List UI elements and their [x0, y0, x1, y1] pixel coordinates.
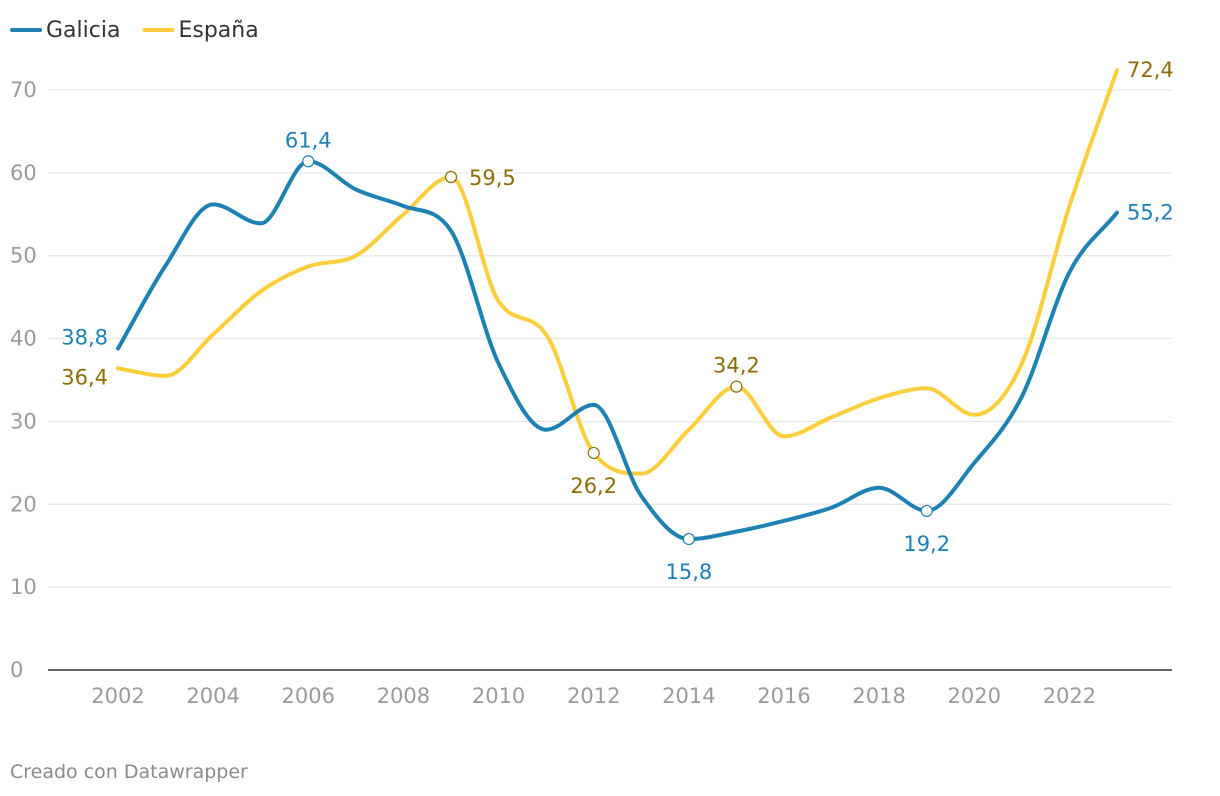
y-tick-label: 40	[10, 327, 37, 351]
data-label: 26,2	[570, 474, 617, 498]
data-label: 19,2	[903, 532, 950, 556]
point-marker	[302, 155, 315, 168]
y-tick-label: 20	[10, 492, 37, 516]
grid-lines	[48, 89, 1172, 671]
point-marker	[730, 380, 743, 393]
x-tick-label: 2006	[282, 684, 335, 708]
x-tick-label: 2018	[852, 684, 905, 708]
y-tick-label: 0	[10, 658, 23, 682]
y-tick-label: 60	[10, 161, 37, 185]
x-tick-label: 2022	[1043, 684, 1096, 708]
point-marker	[587, 446, 600, 460]
legend-label-1: Galicia	[46, 18, 120, 43]
data-label: 34,2	[713, 354, 760, 378]
series-line-espana	[116, 68, 1119, 476]
point-marker	[682, 532, 695, 546]
point-marker	[444, 170, 458, 184]
y-tick-label: 70	[10, 78, 37, 102]
data-label: 61,4	[285, 128, 332, 152]
legend-label-2: España	[178, 18, 258, 43]
data-label: 36,4	[61, 365, 108, 389]
y-tick-label: 30	[10, 409, 37, 433]
x-tick-label: 2014	[662, 684, 715, 708]
x-tick-label: 2012	[567, 684, 620, 708]
series-lines	[116, 68, 1119, 542]
y-axis: 0 10 20 30 40 50 60 70	[10, 78, 37, 682]
x-axis: 2002 2004 2006 2008 2010 2012 2014 2016 2018 2020…	[91, 684, 1096, 708]
point-marker	[920, 504, 933, 518]
series-line-galicia	[116, 159, 1119, 542]
footer-credit: Creado con Datawrapper	[10, 761, 248, 783]
x-tick-label: 2020	[948, 684, 1001, 708]
point-markers	[302, 155, 933, 546]
x-tick-label: 2004	[186, 684, 239, 708]
y-tick-label: 50	[10, 244, 37, 268]
x-tick-label: 2008	[377, 684, 430, 708]
data-labels: 38,8 61,4 15,8 19,2 55,2 36,4 59,5 26,2 34,2 72,4	[59, 56, 1177, 587]
x-tick-label: 2002	[91, 684, 144, 708]
legend: Galicia España	[10, 18, 259, 43]
x-tick-label: 2016	[757, 684, 810, 708]
data-label: 59,5	[469, 166, 516, 190]
x-tick-label: 2010	[472, 684, 525, 708]
data-label: 55,2	[1127, 201, 1174, 225]
data-label: 38,8	[61, 326, 108, 350]
data-label: 72,4	[1127, 58, 1174, 82]
y-tick-label: 10	[10, 575, 37, 599]
data-label: 15,8	[665, 560, 712, 584]
